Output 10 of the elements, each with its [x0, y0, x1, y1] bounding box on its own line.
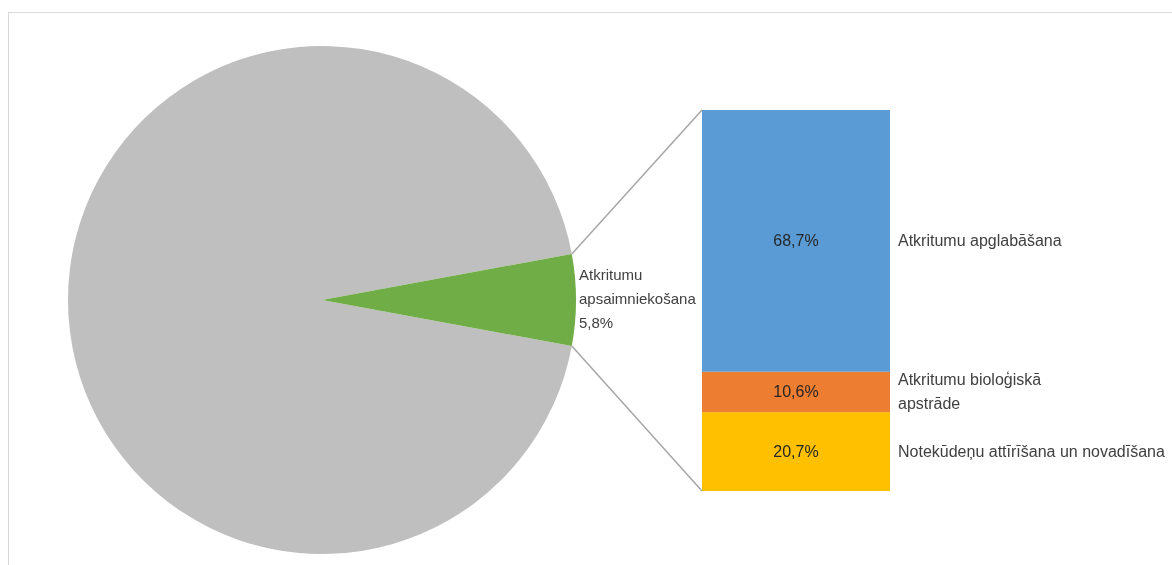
data-label: 20,7%	[773, 442, 819, 460]
series-label: Atkritumu apglabāšana	[898, 231, 1062, 249]
pie-slice	[68, 46, 572, 554]
data-label: 10,6%	[773, 382, 819, 400]
data-label: 68,7%	[773, 231, 819, 249]
slice-label: Atkritumu apsaimniekošana	[579, 266, 697, 307]
series-label: Notekūdeņu attīrīšana un novadīšana	[898, 442, 1165, 460]
series-label: Atkritumu bioloģiskā apstrāde	[898, 370, 1042, 412]
data-label: 5,8%	[579, 314, 614, 331]
pie-slice	[322, 253, 576, 347]
